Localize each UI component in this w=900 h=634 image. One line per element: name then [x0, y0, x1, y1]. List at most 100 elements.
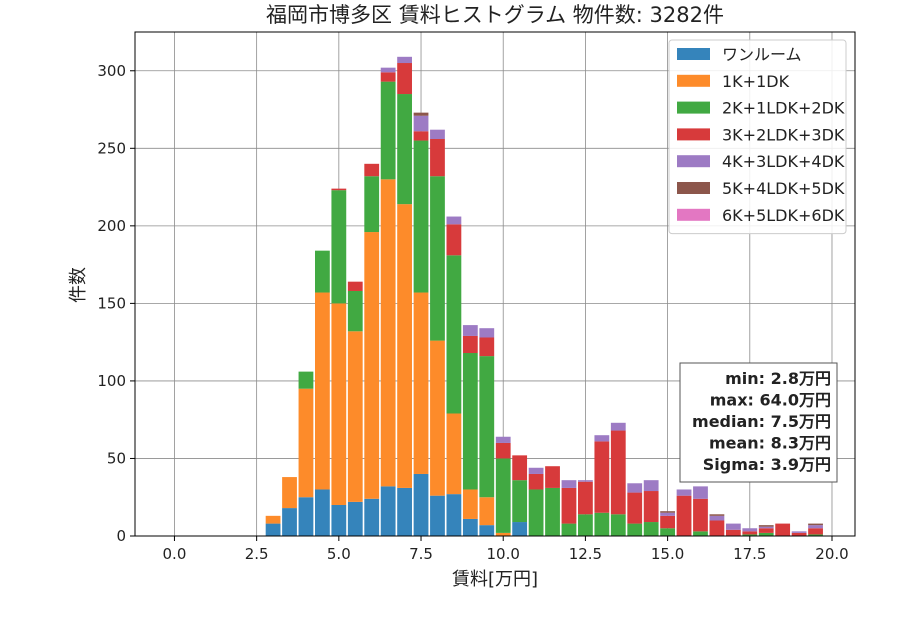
x-tick-label: 15.0: [651, 545, 684, 563]
bar-segment: [725, 523, 741, 530]
bar-segment: [495, 458, 511, 533]
bar-segment: [462, 518, 478, 536]
bar-segment: [742, 528, 758, 532]
bar-segment: [643, 522, 659, 536]
series-6: [413, 112, 823, 527]
bar-segment: [430, 129, 445, 140]
bar-segment: [380, 179, 396, 487]
bar-segment: [742, 534, 758, 536]
bar-segment: [808, 525, 823, 529]
bar-segment: [594, 441, 610, 513]
bar-segment: [430, 139, 445, 177]
bar-segment: [693, 498, 708, 532]
bar-segment: [545, 466, 560, 488]
bar-segment: [380, 72, 396, 82]
bar-segment: [660, 511, 675, 513]
bar-segment: [347, 290, 363, 332]
bar-segment: [413, 131, 429, 141]
bar-segment: [331, 303, 347, 505]
bars-layer: [265, 56, 823, 536]
plot-frame: [134, 31, 856, 537]
legend-swatch: [677, 208, 710, 221]
series-1: [265, 473, 528, 536]
legend-swatch: [677, 101, 710, 114]
series-2: [265, 179, 511, 536]
bar-segment: [791, 531, 807, 533]
y-tick-label: 0: [116, 527, 126, 545]
x-tick-label: 2.5: [245, 545, 269, 563]
bar-segment: [610, 514, 626, 536]
bar-segment: [528, 473, 544, 490]
bar-segment: [347, 501, 363, 536]
bar-segment: [446, 255, 462, 414]
legend-swatch: [677, 155, 710, 168]
legend: ワンルーム 1K+1DK 2K+1LDK+2DK 3K+2LDK+3DK 4K+3LDK…: [668, 39, 847, 235]
stats-box: min: 2.8万円 max: 64.0万円 median: 7.5万円 mean: …: [679, 362, 838, 483]
bar-segment: [479, 356, 495, 498]
stats-line: Sigma: 3.9万円: [703, 455, 831, 474]
bar-segment: [364, 163, 380, 177]
bar-segment: [742, 531, 758, 535]
bar-segment: [331, 188, 347, 191]
bar-segment: [479, 337, 495, 357]
bar-segment: [561, 487, 577, 524]
bar-segment: [528, 467, 544, 474]
bar-segment: [709, 514, 725, 516]
bar-segment: [413, 140, 429, 293]
bar-segment: [709, 515, 725, 521]
bar-segment: [627, 523, 643, 536]
bar-segment: [791, 532, 807, 536]
x-tick-label: 20.0: [815, 545, 848, 563]
stats-line: max: 64.0万円: [710, 391, 831, 410]
bar-segment: [512, 455, 528, 481]
bar-segment: [446, 494, 462, 536]
bar-segment: [495, 442, 511, 459]
bar-segment: [315, 292, 330, 490]
series-5: [380, 56, 823, 533]
bar-segment: [578, 480, 593, 482]
bar-segment: [758, 528, 774, 533]
bar-segment: [643, 491, 659, 523]
bar-segment: [380, 81, 396, 180]
bar-segment: [446, 216, 462, 225]
bar-segment: [709, 520, 725, 536]
bar-segment: [380, 486, 396, 536]
bar-segment: [397, 487, 412, 536]
bar-segment: [578, 481, 593, 515]
bar-segment: [397, 204, 412, 488]
bar-segment: [446, 413, 462, 495]
bar-segment: [693, 531, 708, 536]
bar-segment: [446, 224, 462, 256]
legend-swatch: [677, 128, 710, 141]
x-tick-label: 7.5: [409, 545, 433, 563]
bar-segment: [331, 504, 347, 536]
bar-segment: [594, 512, 610, 536]
bar-segment: [660, 512, 675, 516]
bar-segment: [758, 525, 774, 527]
bar-segment: [610, 430, 626, 515]
series-4: [331, 63, 823, 536]
legend-swatch: [677, 48, 710, 60]
stats-line: min: 2.8万円: [725, 369, 831, 388]
bar-segment: [397, 94, 412, 205]
legend-label: 1K+1DK: [722, 72, 790, 91]
bar-segment: [594, 435, 610, 442]
legend-box: [668, 39, 847, 235]
bar-segment: [462, 489, 478, 519]
bar-segment: [315, 250, 330, 293]
bar-segment: [347, 281, 363, 291]
bar-segment: [610, 422, 626, 431]
bar-segment: [545, 487, 560, 536]
bar-segment: [660, 515, 675, 529]
series-3: [298, 81, 823, 536]
bar-segment: [331, 190, 347, 304]
bar-segment: [561, 480, 577, 488]
bar-segment: [495, 532, 511, 536]
bar-segment: [578, 514, 593, 536]
bar-segment: [397, 63, 412, 95]
y-tick-label: 50: [107, 449, 126, 467]
bar-segment: [413, 115, 429, 132]
bar-segment: [282, 508, 297, 536]
bar-segment: [479, 525, 495, 536]
